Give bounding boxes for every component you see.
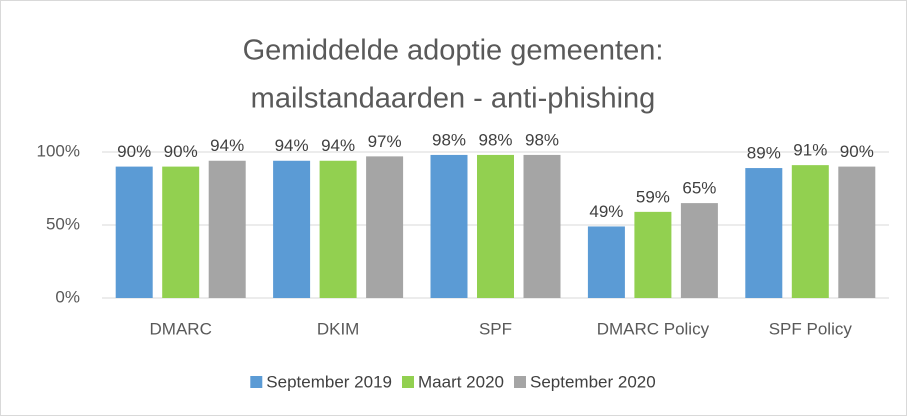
value-label: 89% — [747, 144, 781, 163]
legend-label: Maart 2020 — [418, 372, 504, 391]
bar — [162, 166, 200, 298]
x-tick-label: DMARC — [150, 319, 212, 338]
legend-swatch — [402, 376, 414, 388]
bar — [319, 160, 357, 298]
bar — [587, 226, 625, 298]
x-tick-label: SPF Policy — [769, 319, 853, 338]
bar — [430, 154, 468, 298]
y-tick-label: 0% — [55, 287, 80, 306]
bar — [634, 211, 672, 298]
y-tick-label: 100% — [37, 141, 80, 160]
bar — [680, 203, 718, 298]
value-label: 94% — [275, 136, 309, 155]
value-label: 98% — [478, 130, 512, 149]
value-label: 65% — [682, 179, 716, 198]
bar — [477, 154, 514, 298]
legend-label: September 2019 — [266, 372, 392, 391]
x-tick-label: SPF — [479, 319, 512, 338]
legend-swatch — [514, 376, 526, 388]
value-label: 94% — [321, 136, 355, 155]
legend-label: September 2020 — [530, 372, 656, 391]
bar — [791, 165, 829, 298]
x-tick-label: DMARC Policy — [597, 319, 710, 338]
value-label: 49% — [589, 202, 623, 221]
value-label: 98% — [432, 130, 466, 149]
bar — [838, 166, 876, 298]
x-tick-label: DKIM — [317, 319, 360, 338]
bar — [745, 168, 783, 298]
bar — [273, 160, 311, 298]
value-label: 97% — [368, 132, 402, 151]
bar — [115, 166, 153, 298]
value-label: 98% — [525, 130, 559, 149]
bar — [208, 160, 246, 298]
chart-title: mailstandaarden - anti-phishing — [251, 83, 656, 115]
value-label: 59% — [636, 187, 670, 206]
value-label: 90% — [164, 142, 198, 161]
value-label: 90% — [117, 142, 151, 161]
y-tick-label: 50% — [46, 214, 80, 233]
bar — [523, 154, 561, 298]
value-label: 91% — [793, 141, 827, 160]
bar — [366, 156, 404, 298]
chart-title: Gemiddelde adoptie gemeenten: — [243, 35, 664, 67]
value-label: 94% — [210, 136, 244, 155]
legend-swatch — [250, 376, 263, 388]
value-label: 90% — [840, 142, 874, 161]
